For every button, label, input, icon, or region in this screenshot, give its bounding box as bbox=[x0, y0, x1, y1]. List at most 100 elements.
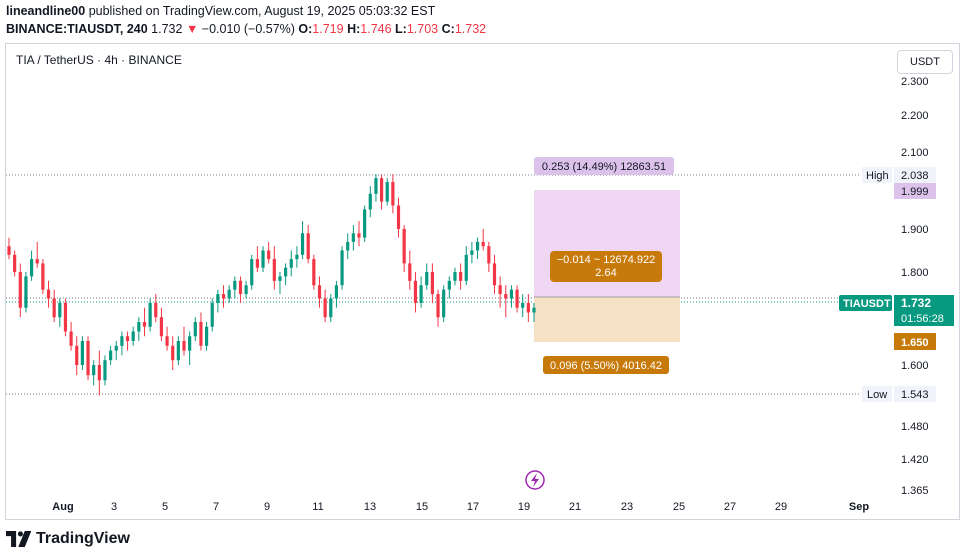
currency-button[interactable]: USDT bbox=[897, 50, 953, 74]
high-label: H: bbox=[347, 22, 361, 36]
candle-body bbox=[58, 302, 62, 318]
open-label: O: bbox=[298, 22, 313, 36]
header-change: −0.010 (−0.57%) bbox=[201, 22, 295, 36]
candle-body bbox=[267, 250, 271, 260]
candle-body bbox=[306, 233, 310, 260]
candle-body bbox=[464, 254, 468, 281]
candle-body bbox=[159, 317, 164, 337]
candle-body bbox=[120, 336, 124, 346]
candle-body bbox=[357, 233, 361, 238]
candle-body bbox=[199, 321, 203, 346]
header-price: 1.732 bbox=[151, 22, 183, 36]
candle-body bbox=[142, 321, 147, 327]
target-label: 0.253 (14.49%) 12863.51 bbox=[542, 161, 666, 173]
y-axis[interactable]: 2.300 2.200 2.100 1.900 1.800 1.600 1.48… bbox=[839, 76, 954, 497]
candle-body bbox=[498, 285, 502, 295]
candle-body bbox=[154, 302, 158, 318]
x-tick: 13 bbox=[364, 501, 376, 513]
candle-body bbox=[351, 233, 355, 242]
candle-body bbox=[323, 298, 327, 318]
center-label-bg bbox=[550, 251, 662, 282]
x-tick: 17 bbox=[467, 501, 479, 513]
candle-body bbox=[272, 259, 276, 281]
candle-body bbox=[532, 307, 536, 313]
footer-brand[interactable]: TradingView bbox=[6, 529, 130, 549]
x-axis[interactable]: Aug 3 5 7 9 11 13 15 17 19 21 23 25 27 2… bbox=[52, 501, 869, 513]
close-label: C: bbox=[441, 22, 455, 36]
candle-body bbox=[29, 259, 34, 277]
candle-body bbox=[210, 302, 214, 327]
candle-body bbox=[24, 276, 28, 308]
x-tick: 3 bbox=[111, 501, 117, 513]
y-tick: 1.600 bbox=[901, 360, 929, 372]
candle-body bbox=[238, 280, 243, 295]
y-tick: 2.300 bbox=[901, 76, 929, 88]
candle-body bbox=[52, 298, 56, 318]
publish-info: lineandline00 published on TradingView.c… bbox=[6, 4, 435, 18]
candle-body bbox=[334, 285, 339, 299]
loss-zone[interactable] bbox=[534, 297, 680, 342]
candle-body bbox=[284, 267, 288, 277]
target-label-bg bbox=[534, 157, 674, 175]
x-tick: 9 bbox=[264, 501, 270, 513]
ticker-tag: TIAUSDT bbox=[843, 298, 891, 310]
stop-label-bg bbox=[543, 356, 669, 374]
stop-price-bg bbox=[894, 333, 936, 350]
published-text: published on TradingView.com, August 19,… bbox=[88, 4, 436, 18]
candle-body bbox=[419, 285, 423, 303]
y-tick: 1.365 bbox=[901, 485, 929, 497]
candle-body bbox=[459, 272, 463, 281]
x-tick: 27 bbox=[724, 501, 736, 513]
high-tag-bg bbox=[862, 167, 892, 183]
candle-body bbox=[492, 263, 497, 286]
candle-body bbox=[18, 272, 22, 308]
candle-body bbox=[216, 294, 220, 303]
candle-body bbox=[509, 289, 514, 299]
candle-body bbox=[408, 263, 412, 281]
x-tick: 19 bbox=[518, 501, 530, 513]
candle-body bbox=[244, 285, 248, 295]
center-label-line1: −0.014 ~ 12674.922 bbox=[557, 254, 655, 266]
low-value: 1.543 bbox=[901, 389, 929, 401]
candle-body bbox=[379, 178, 384, 202]
candle-body bbox=[385, 182, 389, 202]
stop-label: 0.096 (5.50%) 4016.42 bbox=[550, 360, 662, 372]
candle-body bbox=[289, 259, 293, 268]
y-tick: 1.480 bbox=[901, 421, 929, 433]
candle-body bbox=[103, 360, 107, 381]
high-value: 2.038 bbox=[901, 170, 929, 182]
open-value: 1.719 bbox=[312, 22, 344, 36]
candle-body bbox=[430, 272, 434, 295]
candle-body bbox=[193, 321, 197, 337]
chart-frame[interactable] bbox=[5, 43, 960, 520]
candle-body bbox=[69, 331, 73, 346]
candle-body bbox=[368, 193, 372, 210]
tradingview-logo-icon bbox=[6, 531, 32, 547]
candle-body bbox=[109, 350, 113, 361]
candle-body bbox=[97, 365, 101, 381]
lightning-icon bbox=[531, 473, 539, 487]
candle-body bbox=[317, 285, 322, 299]
candle-body bbox=[165, 336, 169, 346]
candle-body bbox=[413, 280, 418, 303]
y-tick: 1.800 bbox=[901, 267, 929, 279]
candle-body bbox=[261, 250, 265, 268]
publisher-name[interactable]: lineandline00 bbox=[6, 4, 86, 18]
chart-legend[interactable]: TIA / TetherUS · 4h · BINANCE bbox=[16, 53, 182, 67]
high-tag: High bbox=[866, 170, 889, 182]
x-tick: Aug bbox=[52, 501, 73, 513]
candle-body bbox=[521, 302, 525, 308]
candle-body bbox=[363, 209, 367, 238]
down-arrow-icon: ▼ bbox=[185, 22, 199, 36]
target-price-bg bbox=[894, 183, 936, 199]
countdown: 01:56:28 bbox=[901, 313, 944, 325]
x-tick: 21 bbox=[569, 501, 581, 513]
y-tick: 1.900 bbox=[901, 224, 929, 236]
candles bbox=[7, 174, 536, 396]
candle-body bbox=[255, 259, 259, 268]
candle-body bbox=[176, 341, 180, 361]
candle-body bbox=[46, 289, 51, 299]
x-tick: 7 bbox=[213, 501, 219, 513]
candle-body bbox=[131, 331, 135, 341]
